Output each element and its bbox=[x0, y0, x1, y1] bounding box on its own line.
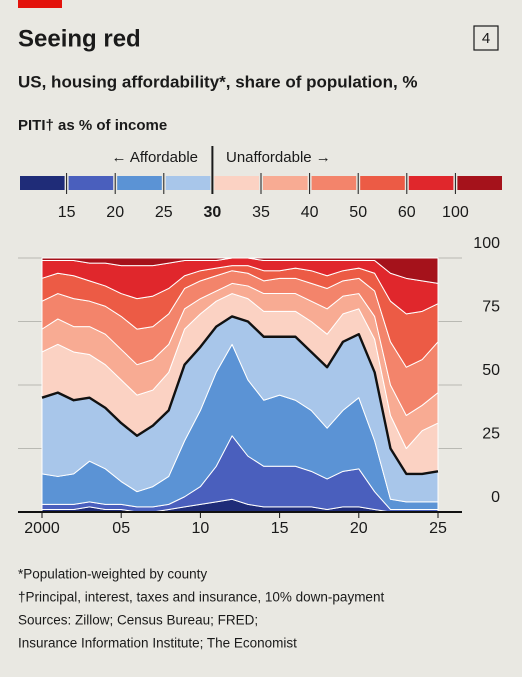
legend-title: PITI† as % of income bbox=[18, 117, 167, 134]
note: †Principal, interest, taxes and insuranc… bbox=[18, 590, 384, 605]
legend-tick-label: 35 bbox=[252, 204, 270, 221]
legend-tick-label: 100 bbox=[442, 204, 469, 221]
legend-tick-label: 15 bbox=[58, 204, 76, 221]
x-tick-label: 05 bbox=[112, 520, 130, 537]
note: *Population-weighted by county bbox=[18, 567, 207, 582]
note: Sources: Zillow; Census Bureau; FRED; bbox=[18, 613, 258, 628]
legend-swatch bbox=[360, 176, 405, 190]
legend-swatch bbox=[165, 176, 211, 190]
legend-tick-label: 50 bbox=[349, 204, 367, 221]
legend-tick-label: 60 bbox=[398, 204, 416, 221]
x-tick-label: 20 bbox=[350, 520, 368, 537]
legend-tick-label: 30 bbox=[204, 204, 222, 221]
legend-swatch bbox=[68, 176, 114, 190]
legend-swatch bbox=[263, 176, 308, 190]
x-tick-label: 25 bbox=[429, 520, 447, 537]
y-tick-label: 100 bbox=[473, 235, 500, 252]
y-tick-label: 0 bbox=[491, 489, 500, 506]
legend-swatch bbox=[117, 176, 162, 190]
chart-title: Seeing red bbox=[18, 25, 141, 52]
badge: 4 bbox=[482, 30, 490, 47]
legend-left: ← Affordable bbox=[112, 149, 198, 166]
y-tick-label: 75 bbox=[482, 299, 500, 316]
x-tick-label: 2000 bbox=[24, 520, 60, 537]
brand-tag bbox=[18, 0, 62, 8]
chart-subtitle: US, housing affordability*, share of pop… bbox=[18, 72, 418, 91]
legend-swatch bbox=[408, 176, 454, 190]
y-tick-label: 50 bbox=[482, 362, 500, 379]
note: Insurance Information Institute; The Eco… bbox=[18, 636, 297, 651]
y-tick-label: 25 bbox=[482, 426, 500, 443]
legend-tick-label: 20 bbox=[106, 204, 124, 221]
badge-box bbox=[473, 25, 499, 51]
legend-tick-label: 40 bbox=[301, 204, 319, 221]
legend-swatch bbox=[214, 176, 259, 190]
legend-swatch bbox=[457, 176, 502, 190]
divider-line bbox=[41, 315, 439, 476]
legend-swatch bbox=[311, 176, 357, 190]
notes: *Population-weighted by county †Principal… bbox=[18, 567, 384, 651]
area bbox=[41, 257, 439, 284]
legend-swatch bbox=[20, 176, 65, 190]
x-tick-label: 15 bbox=[271, 520, 289, 537]
legend-tick-label: 25 bbox=[155, 204, 173, 221]
legend-right: Unaffordable → bbox=[226, 149, 331, 166]
x-tick-label: 10 bbox=[192, 520, 210, 537]
